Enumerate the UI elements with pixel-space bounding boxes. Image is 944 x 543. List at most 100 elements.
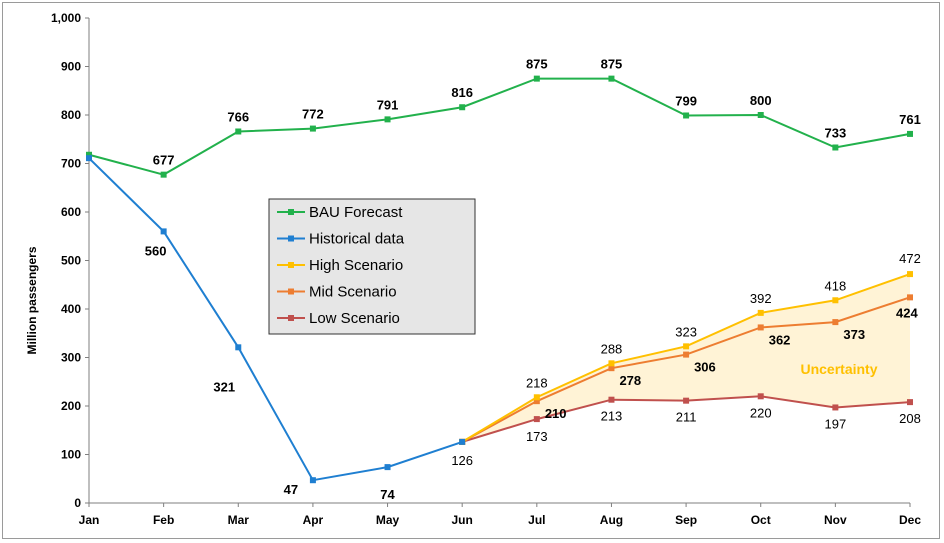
data-label: 213 (601, 409, 623, 424)
legend-swatch-marker (288, 235, 294, 242)
data-label: 816 (451, 85, 473, 100)
data-label: 472 (899, 251, 921, 266)
data-point (757, 324, 764, 331)
data-point (757, 112, 764, 118)
data-point (683, 397, 690, 404)
x-tick-label: Aug (600, 513, 623, 527)
y-tick-label: 200 (61, 399, 81, 413)
x-tick-label: May (376, 513, 400, 527)
data-point (533, 75, 540, 82)
data-point (757, 393, 764, 400)
y-tick-label: 900 (61, 60, 81, 74)
data-point (533, 416, 540, 423)
data-point (907, 399, 913, 406)
data-label: 220 (750, 405, 772, 420)
legend-item-label: High Scenario (309, 257, 403, 274)
data-point (608, 396, 615, 403)
data-point (907, 130, 913, 137)
x-tick-label: Sep (675, 513, 697, 527)
data-label: 392 (750, 291, 772, 306)
x-tick-label: Jun (452, 513, 473, 527)
data-label: 766 (227, 109, 249, 124)
data-label: 373 (843, 327, 865, 342)
data-point (608, 365, 615, 372)
data-point (907, 271, 913, 278)
x-tick-label: Oct (751, 513, 771, 527)
x-tick-label: Jan (79, 513, 100, 527)
data-point (459, 438, 466, 445)
data-label: 418 (825, 278, 847, 293)
legend-swatch-marker (288, 288, 294, 295)
data-point (832, 319, 839, 326)
data-label: 791 (377, 97, 399, 112)
legend-item-label: Low Scenario (309, 310, 400, 327)
x-tick-label: Feb (153, 513, 174, 527)
x-tick-label: Nov (824, 513, 847, 527)
data-point (757, 309, 764, 316)
y-tick-label: 600 (61, 205, 81, 219)
data-label: 197 (825, 416, 847, 431)
data-label: 211 (676, 410, 697, 425)
uncertainty-annotation: Uncertainty (800, 361, 877, 377)
data-label: 47 (284, 482, 298, 497)
x-tick-label: Jul (528, 513, 545, 527)
legend-item-label: BAU Forecast (309, 204, 403, 221)
y-tick-label: 400 (61, 302, 81, 316)
data-point (160, 228, 167, 235)
legend-box (268, 198, 476, 335)
data-point (608, 75, 615, 82)
data-label: 306 (694, 360, 716, 375)
data-point (907, 294, 913, 301)
data-point (533, 398, 540, 405)
data-label: 800 (750, 93, 772, 108)
legend-swatch-marker (288, 262, 294, 268)
y-tick-label: 700 (61, 157, 81, 171)
data-point (459, 104, 466, 111)
uncertainty-band (462, 274, 910, 442)
data-label: 733 (825, 125, 847, 140)
y-tick-label: 0 (74, 496, 81, 510)
series-line-0 (88, 77, 911, 176)
data-point (309, 125, 316, 132)
y-tick-label: 500 (61, 254, 81, 268)
y-tick-label: 100 (61, 448, 81, 462)
data-label: 772 (302, 107, 324, 122)
data-point (832, 404, 839, 411)
data-point (608, 360, 615, 367)
data-point (235, 128, 242, 135)
data-label: 173 (526, 429, 548, 444)
x-tick-label: Apr (303, 513, 324, 527)
legend-item-label: Mid Scenario (309, 284, 397, 301)
y-axis-label: Million passengers (25, 246, 39, 354)
legend-item-label: Historical data (309, 231, 405, 248)
x-tick-label: Mar (228, 513, 250, 527)
data-label: 74 (380, 487, 395, 502)
data-point (86, 155, 92, 162)
y-tick-label: 300 (61, 351, 81, 365)
data-label: 560 (145, 243, 167, 258)
data-point (86, 151, 92, 158)
data-label: 323 (675, 324, 697, 339)
data-label: 875 (601, 57, 623, 72)
data-label: 875 (526, 57, 548, 72)
data-label: 278 (619, 373, 641, 388)
data-label: 424 (896, 305, 918, 320)
data-point (309, 477, 316, 484)
data-point (235, 344, 242, 351)
data-point (683, 112, 690, 119)
data-label: 321 (213, 379, 235, 394)
y-tick-label: 1,000 (51, 11, 81, 25)
data-label: 799 (675, 93, 697, 108)
data-point (384, 464, 391, 471)
y-tick-label: 800 (61, 108, 81, 122)
data-label: 677 (153, 153, 175, 168)
data-label: 208 (899, 411, 921, 426)
data-label: 288 (601, 341, 623, 356)
data-label: 362 (769, 332, 791, 347)
data-label: 210 (545, 406, 567, 421)
legend-swatch-marker (288, 315, 294, 321)
data-point (832, 297, 839, 304)
data-label: 218 (526, 375, 548, 390)
data-point (384, 116, 391, 123)
